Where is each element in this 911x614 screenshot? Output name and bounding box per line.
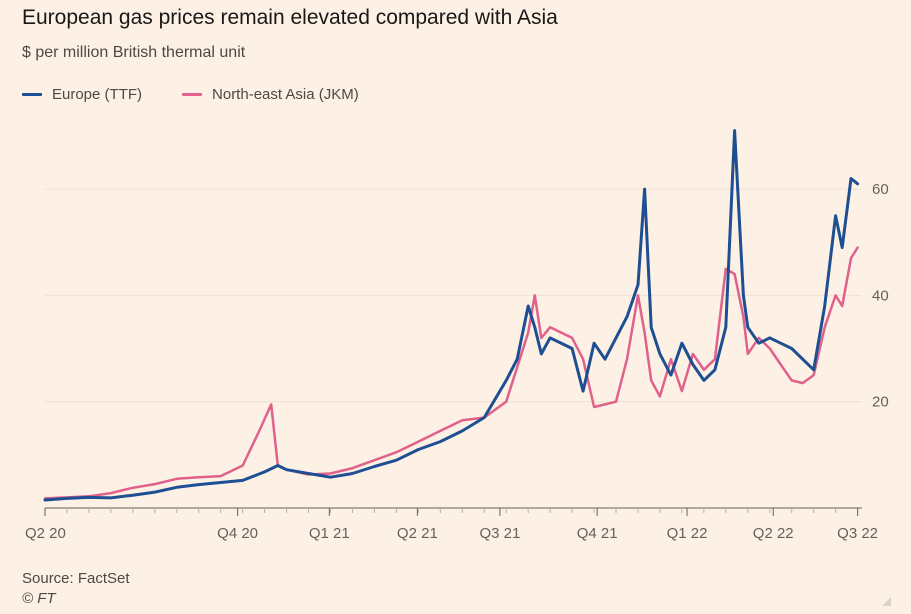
- x-tick-label: Q2 21: [397, 525, 438, 542]
- x-tick-label: Q2 20: [25, 525, 66, 542]
- legend-swatch-asia: [182, 93, 203, 96]
- chart-legend: Europe (TTF) North-east Asia (JKM): [22, 86, 399, 103]
- chart-title: European gas prices remain elevated comp…: [22, 6, 558, 29]
- x-axis: Q2 20 Q4 20 Q1 21 Q2 21 Q3 21 Q4 21 Q1 22 Q2 22…: [25, 508, 878, 542]
- y-axis: 20 40 60: [872, 181, 889, 411]
- x-tick-label: Q2 22: [753, 525, 794, 542]
- copyright-note: © FT: [22, 590, 56, 607]
- legend-label-europe: Europe (TTF): [52, 86, 143, 103]
- y-tick-label: 40: [872, 287, 889, 304]
- series-line-europe: [43, 129, 860, 502]
- x-tick-label: Q1 21: [309, 525, 350, 542]
- chart-series: [43, 129, 860, 502]
- x-tick-label: Q4 21: [577, 525, 618, 542]
- legend-label-asia: North-east Asia (JKM): [212, 86, 359, 103]
- legend-swatch-europe: [22, 93, 42, 96]
- x-tick-label: Q4 20: [217, 525, 258, 542]
- legend-item-asia: North-east Asia (JKM): [182, 86, 359, 103]
- x-tick-label: Q3 22: [837, 525, 878, 542]
- x-tick-label: Q1 22: [667, 525, 708, 542]
- resize-corner-icon: [882, 597, 891, 606]
- series-line-asia: [43, 246, 859, 500]
- source-note: Source: FactSet: [22, 570, 130, 587]
- y-tick-label: 20: [872, 394, 889, 411]
- x-tick-label: Q3 21: [479, 525, 520, 542]
- chart-subtitle: $ per million British thermal unit: [22, 44, 246, 61]
- legend-item-europe: Europe (TTF): [22, 86, 142, 103]
- y-tick-label: 60: [872, 181, 889, 198]
